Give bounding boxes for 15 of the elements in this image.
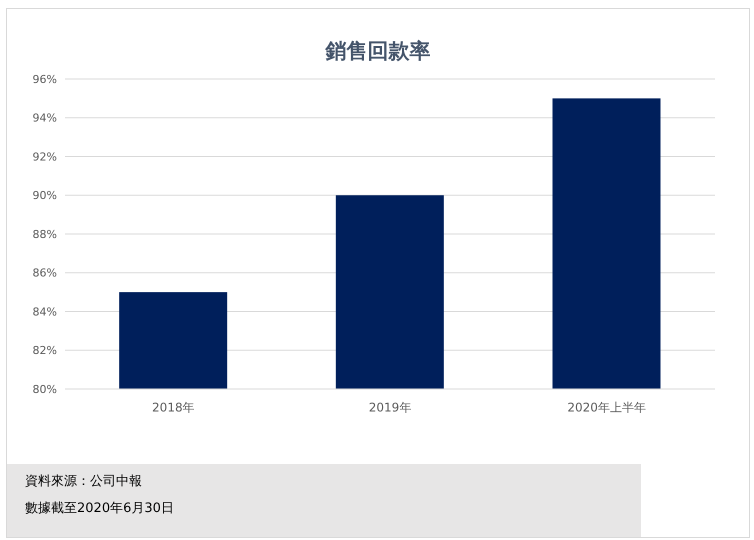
y-tick-label: 96%	[32, 72, 57, 86]
y-tick-label: 92%	[32, 150, 57, 164]
y-tick-label: 94%	[32, 112, 57, 125]
y-tick-label: 84%	[32, 305, 57, 318]
x-tick-label: 2018年	[152, 400, 195, 415]
x-tick-label: 2019年	[368, 400, 412, 415]
x-tick-label: 2020年上半年	[567, 400, 646, 415]
chart-title: 銷售回款率	[324, 37, 432, 65]
y-tick-label: 86%	[32, 266, 57, 280]
y-tick-label: 90%	[32, 189, 57, 202]
y-tick-label: 82%	[32, 344, 57, 358]
y-tick-label: 80%	[32, 382, 57, 396]
source-note: 資料來源：公司中報	[25, 473, 142, 490]
y-tick-label: 88%	[32, 228, 57, 241]
text: 數據截至2020年6月30日	[25, 500, 174, 517]
